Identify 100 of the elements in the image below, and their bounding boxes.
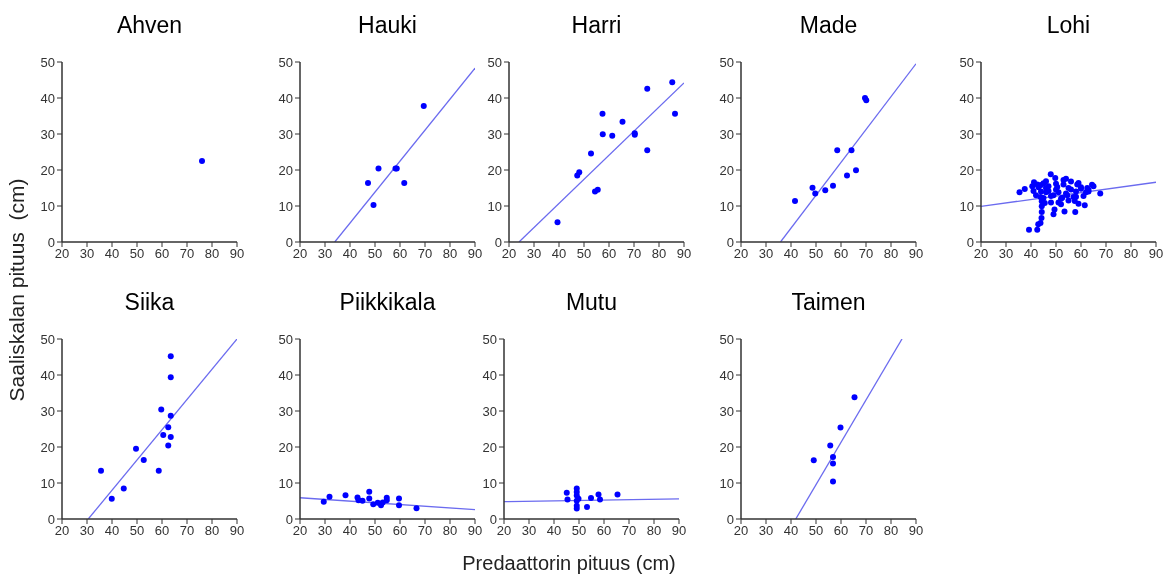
x-tick-label: 80: [646, 523, 662, 539]
y-tick-label: 50: [959, 54, 974, 70]
y-tick-label: 20: [278, 439, 293, 455]
x-tick-label: 90: [467, 523, 483, 539]
x-tick-label: 60: [392, 246, 408, 262]
y-tick-label: 0: [494, 234, 502, 250]
chart-title: Siika: [123, 289, 176, 316]
x-tick-label: 90: [671, 523, 687, 539]
chart-title: Harri: [570, 12, 623, 39]
x-tick-label: 70: [858, 523, 874, 539]
x-tick-label: 50: [367, 523, 383, 539]
x-tick-label: 60: [601, 246, 617, 262]
y-tick-label: 10: [719, 198, 734, 214]
x-tick-label: 80: [1123, 246, 1139, 262]
y-tick-label: 40: [482, 367, 497, 383]
y-tick-label: 20: [40, 439, 55, 455]
x-tick-label: 80: [883, 523, 899, 539]
x-tick-label: 50: [808, 523, 824, 539]
chart-title: Lohi: [1045, 12, 1092, 39]
y-tick-label: 40: [278, 90, 293, 106]
x-tick-label: 60: [1073, 246, 1089, 262]
x-tick-label: 50: [571, 523, 587, 539]
y-tick-label: 50: [40, 54, 55, 70]
x-tick-label: 80: [204, 523, 220, 539]
x-tick-label: 90: [229, 523, 245, 539]
y-tick-label: 20: [719, 439, 734, 455]
x-tick-label: 30: [521, 523, 537, 539]
x-tick-label: 70: [626, 246, 642, 262]
y-tick-label: 40: [719, 90, 734, 106]
x-tick-label: 50: [576, 246, 592, 262]
x-tick-label: 30: [317, 246, 333, 262]
y-tick-label: 0: [285, 234, 293, 250]
y-tick-label: 10: [278, 475, 293, 491]
y-tick-label: 30: [482, 403, 497, 419]
chart-title: Ahven: [115, 12, 184, 39]
x-tick-label: 20: [501, 246, 517, 262]
y-tick-label: 50: [719, 54, 734, 70]
x-tick-label: 90: [908, 246, 924, 262]
x-tick-label: 60: [154, 523, 170, 539]
x-tick-label: 90: [467, 246, 483, 262]
x-tick-label: 40: [104, 523, 120, 539]
x-tick-label: 90: [229, 246, 245, 262]
y-tick-label: 50: [719, 331, 734, 347]
x-tick-label: 70: [417, 246, 433, 262]
y-tick-label: 30: [40, 403, 55, 419]
y-tick-label: 40: [487, 90, 502, 106]
x-tick-label: 40: [342, 246, 358, 262]
y-tick-label: 20: [959, 162, 974, 178]
y-tick-label: 30: [278, 126, 293, 142]
x-tick-label: 30: [317, 523, 333, 539]
y-tick-label: 30: [487, 126, 502, 142]
y-tick-label: 20: [487, 162, 502, 178]
y-tick-label: 20: [482, 439, 497, 455]
y-tick-label: 30: [959, 126, 974, 142]
chart-title: Hauki: [357, 12, 418, 39]
y-tick-label: 0: [966, 234, 974, 250]
x-tick-label: 90: [908, 523, 924, 539]
x-tick-label: 80: [442, 523, 458, 539]
x-tick-label: 50: [129, 246, 145, 262]
x-tick-label: 60: [154, 246, 170, 262]
x-tick-label: 40: [546, 523, 562, 539]
y-tick-label: 0: [726, 511, 734, 527]
x-tick-label: 70: [858, 246, 874, 262]
y-tick-label: 10: [278, 198, 293, 214]
y-tick-label: 40: [40, 90, 55, 106]
x-tick-label: 90: [1148, 246, 1164, 262]
y-axis-title: Saaliskalan pituus (cm): [5, 178, 29, 402]
x-tick-label: 30: [758, 523, 774, 539]
y-tick-label: 10: [959, 198, 974, 214]
y-tick-label: 0: [47, 234, 55, 250]
y-tick-label: 30: [719, 403, 734, 419]
y-tick-label: 30: [278, 403, 293, 419]
x-tick-label: 80: [651, 246, 667, 262]
y-tick-label: 50: [278, 54, 293, 70]
chart-title: Made: [798, 12, 859, 39]
y-tick-label: 0: [726, 234, 734, 250]
x-tick-label: 70: [621, 523, 637, 539]
x-tick-label: 50: [808, 246, 824, 262]
x-tick-label: 40: [783, 246, 799, 262]
y-tick-label: 20: [719, 162, 734, 178]
x-tick-label: 80: [204, 246, 220, 262]
y-tick-label: 30: [719, 126, 734, 142]
y-tick-label: 40: [959, 90, 974, 106]
x-tick-label: 30: [79, 246, 95, 262]
chart-title: Piikkikala: [338, 289, 437, 316]
x-tick-label: 60: [833, 246, 849, 262]
y-tick-label: 0: [47, 511, 55, 527]
x-tick-label: 80: [883, 246, 899, 262]
chart-title: Taimen: [790, 289, 867, 316]
x-tick-label: 20: [973, 246, 989, 262]
x-tick-label: 30: [758, 246, 774, 262]
y-tick-label: 0: [489, 511, 497, 527]
x-tick-label: 40: [104, 246, 120, 262]
chart-title: Mutu: [564, 289, 619, 316]
x-tick-label: 40: [551, 246, 567, 262]
x-tick-label: 50: [129, 523, 145, 539]
y-tick-label: 10: [482, 475, 497, 491]
y-tick-label: 0: [285, 511, 293, 527]
y-tick-label: 10: [40, 198, 55, 214]
x-tick-label: 60: [392, 523, 408, 539]
